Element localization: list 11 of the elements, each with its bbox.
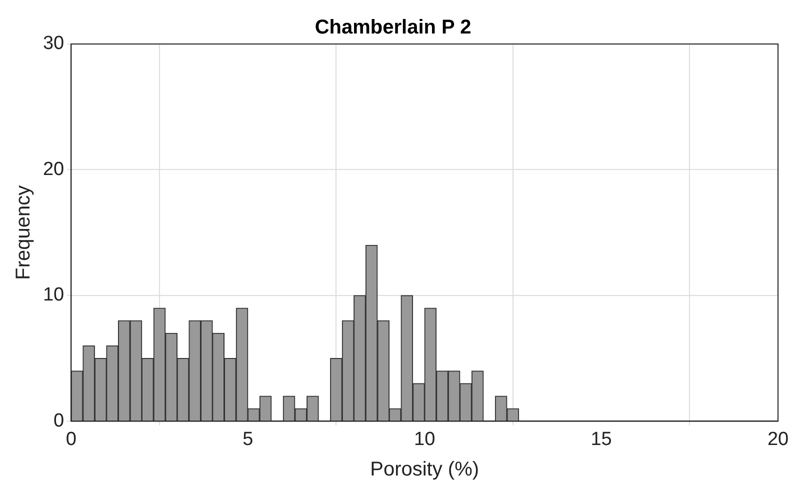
x-tick-label: 10 xyxy=(414,428,436,450)
chart-title: Chamberlain P 2 xyxy=(314,16,472,39)
x-axis-title: Porosity (%) xyxy=(370,458,480,481)
y-tick-label: 20 xyxy=(42,158,64,180)
y-tick-label: 30 xyxy=(42,33,64,54)
y-tick-label: 0 xyxy=(54,410,64,432)
y-axis-title: Frequency xyxy=(12,185,35,280)
x-tick-label: 15 xyxy=(590,428,612,450)
y-tick-label: 10 xyxy=(42,284,64,306)
x-tick-label: 20 xyxy=(767,428,789,450)
x-tick-label: 5 xyxy=(242,428,254,450)
